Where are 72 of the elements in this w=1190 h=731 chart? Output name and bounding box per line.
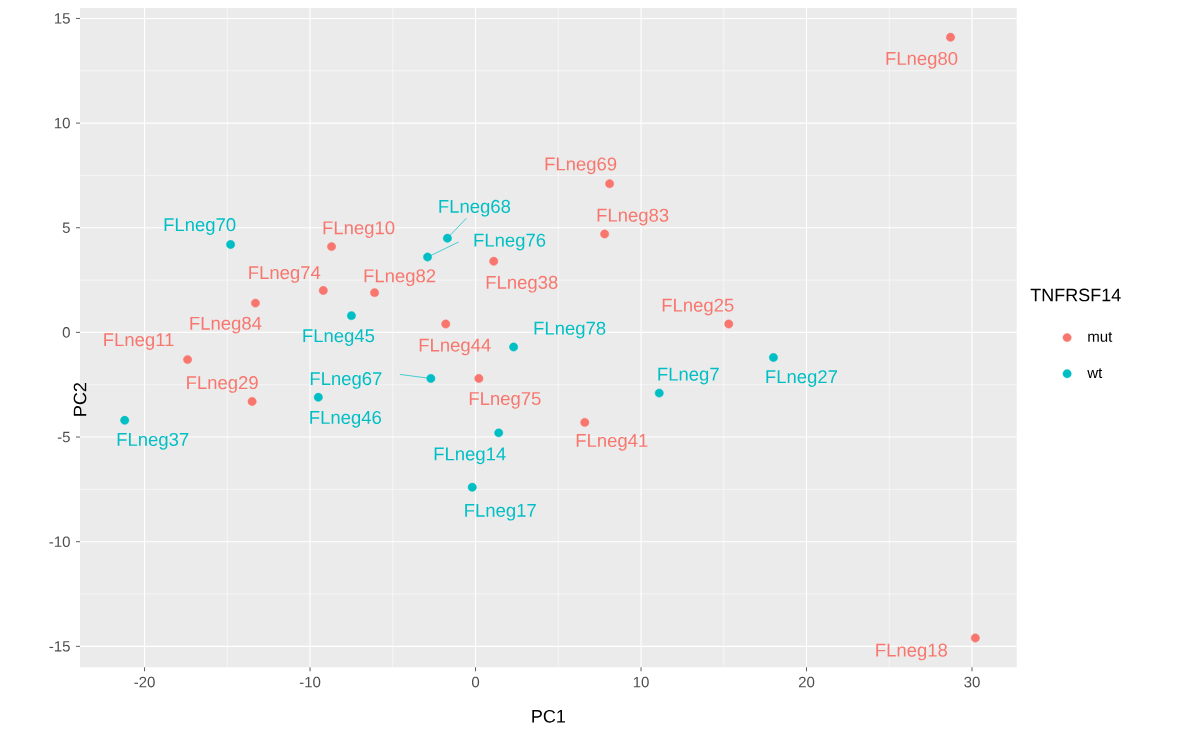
annotation: FLneg10 [323, 221, 395, 238]
annotation: FLneg46 [310, 410, 382, 428]
point [251, 298, 260, 308]
point [600, 229, 610, 239]
annotation: FLneg68 [439, 199, 511, 217]
annotation: FLneg67 [310, 372, 382, 389]
annotation: FLneg80 [886, 51, 958, 69]
x-tick-label: -10 [299, 676, 321, 688]
y-tick-label: -15 [49, 641, 70, 652]
annotation: FLneg45 [303, 329, 375, 346]
point [347, 311, 356, 321]
annotation: FLneg7 [658, 367, 719, 385]
point [226, 240, 236, 249]
annotation: FLneg14 [434, 447, 506, 465]
point [247, 397, 257, 406]
legend-title: TNFRSF14 [1030, 288, 1121, 302]
annotation: FLneg29 [187, 376, 258, 393]
point [318, 286, 328, 295]
point [426, 374, 436, 383]
annotation: FLneg17 [465, 503, 536, 521]
point [120, 415, 130, 425]
point [769, 353, 778, 362]
x-tick-label: 30 [964, 676, 980, 688]
y-tick-label: 15 [54, 13, 70, 24]
point [605, 179, 614, 189]
point [467, 482, 477, 492]
annotation: FLneg70 [164, 218, 236, 235]
point [970, 633, 980, 643]
x-tick-label: 0 [471, 676, 480, 688]
y-tick-label: 10 [54, 117, 70, 129]
y-axis-title: PC2 [73, 383, 87, 416]
y-tick-label: 0 [62, 327, 70, 338]
annotation: FLneg69 [545, 157, 617, 175]
x-tick-label: 10 [633, 676, 649, 688]
x-axis-title: PC1 [532, 709, 565, 723]
annotation: FLneg38 [486, 275, 558, 293]
point [183, 355, 192, 365]
annotation: FLneg41 [576, 434, 648, 451]
point [474, 374, 484, 383]
annotation: FLneg27 [766, 370, 838, 387]
x-tick-label: -20 [134, 676, 155, 688]
annotation: FLneg74 [249, 266, 321, 283]
annotation: FLneg76 [474, 233, 546, 251]
annotation: FLneg83 [597, 208, 669, 226]
point [441, 319, 451, 329]
annotation: FLneg82 [364, 269, 436, 287]
y-tick-label: -10 [49, 536, 70, 548]
point [313, 392, 323, 402]
point [443, 233, 452, 243]
annotation: FLneg18 [876, 643, 948, 661]
point [580, 418, 590, 427]
point [370, 288, 379, 298]
point [724, 319, 734, 329]
annotation: FLneg25 [662, 298, 734, 316]
annotation: FLneg78 [534, 321, 606, 339]
annotation: FLneg84 [190, 316, 262, 334]
y-tick-label: -5 [57, 431, 70, 443]
x-tick-label: 20 [798, 676, 815, 688]
annotation: FLneg44 [419, 338, 491, 356]
annotation: FLneg37 [117, 432, 189, 450]
legend-label: mut [1088, 332, 1113, 342]
annotation: FLneg75 [469, 392, 541, 409]
annotation: FLneg11 [104, 333, 174, 350]
point [494, 428, 504, 438]
y-tick-label: 5 [62, 222, 70, 233]
legend-label: wt [1087, 368, 1103, 379]
point [327, 242, 336, 251]
point [946, 32, 955, 42]
point [489, 256, 499, 266]
point [423, 252, 432, 262]
point [509, 342, 519, 352]
point [654, 388, 664, 398]
